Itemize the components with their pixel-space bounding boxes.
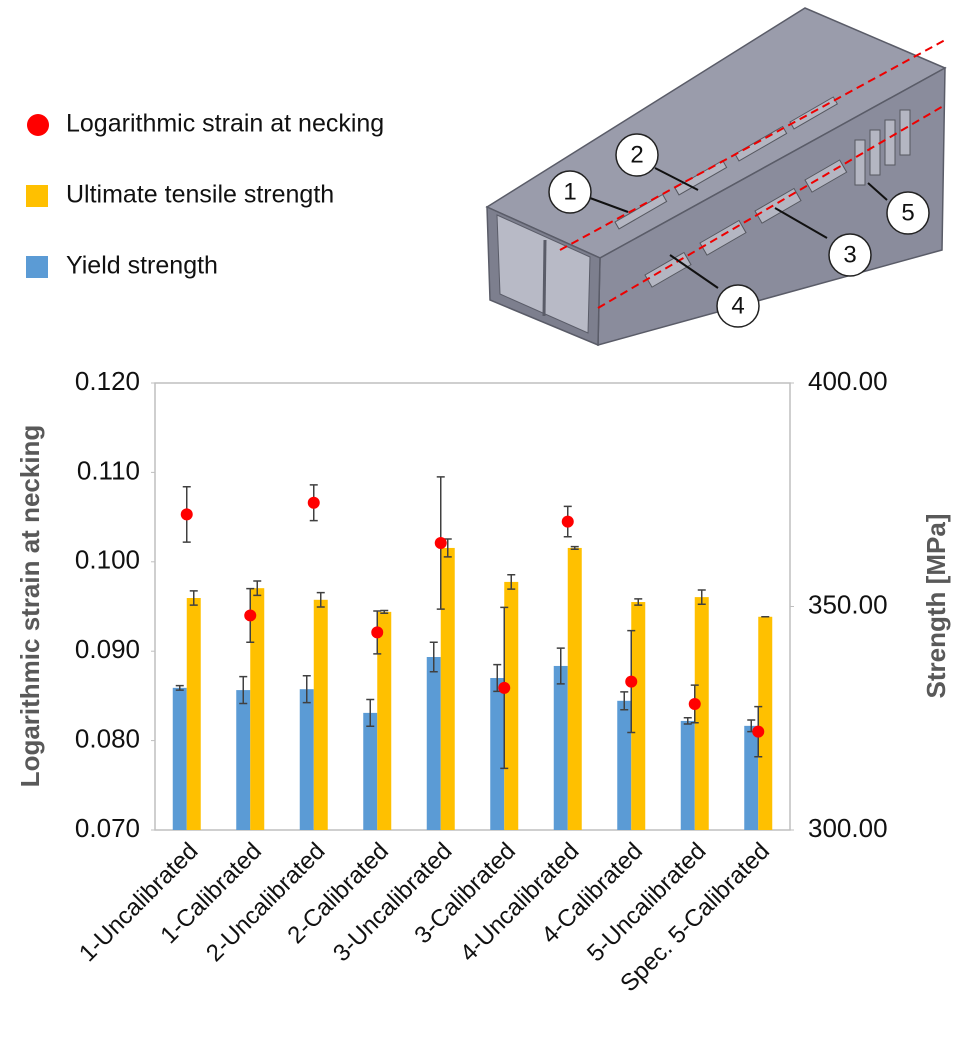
legend-swatch (27, 114, 49, 136)
bar (695, 597, 709, 830)
bar (441, 548, 455, 830)
legend-swatch (26, 185, 48, 207)
bar (363, 713, 377, 830)
bar (377, 612, 391, 830)
bar (631, 602, 645, 830)
bar (758, 617, 772, 830)
dot (689, 698, 701, 710)
bar (173, 688, 187, 830)
callout-label: 5 (901, 199, 914, 226)
bar (427, 657, 441, 830)
dot (371, 626, 383, 638)
legend-swatch (26, 256, 48, 278)
dot (181, 508, 193, 520)
y-tick-label: 0.100 (75, 545, 140, 575)
dot (752, 726, 764, 738)
dot (498, 682, 510, 694)
dot (244, 609, 256, 621)
y-tick-label: 0.120 (75, 366, 140, 396)
callout-label: 1 (563, 178, 576, 205)
callout-label: 3 (843, 241, 856, 268)
y2-tick-label: 400.00 (808, 366, 888, 396)
dot (625, 676, 637, 688)
dot (562, 516, 574, 528)
bar (314, 600, 328, 830)
bar (504, 582, 518, 830)
dot (435, 537, 447, 549)
legend-label: Ultimate tensile strength (66, 181, 334, 209)
y-axis-title: Logarithmic strain at necking (15, 425, 45, 788)
y2-tick-label: 350.00 (808, 589, 888, 619)
callout-label: 2 (630, 141, 643, 168)
callout-label: 4 (731, 292, 744, 319)
y2-axis-title: Strength [MPa] (921, 514, 951, 699)
bar (568, 548, 582, 830)
bar (490, 678, 504, 830)
bar (236, 690, 250, 830)
legend-label: Logarithmic strain at necking (66, 110, 384, 138)
bar (617, 701, 631, 830)
y-tick-label: 0.080 (75, 723, 140, 753)
y-tick-label: 0.110 (77, 455, 140, 485)
bar (681, 721, 695, 830)
bar (187, 598, 201, 830)
figure: 1 2 3 4 5 Logarithmic strain at necking … (0, 0, 957, 1045)
bar (744, 726, 758, 830)
bar (300, 689, 314, 830)
bar (250, 588, 264, 830)
illustration: 1 2 3 4 5 (487, 8, 945, 345)
legend-label: Yield strength (66, 252, 218, 280)
y2-tick-label: 300.00 (808, 813, 888, 843)
y-tick-label: 0.070 (75, 813, 140, 843)
bar (554, 666, 568, 830)
tube-web (544, 240, 545, 316)
dot (308, 497, 320, 509)
y-tick-label: 0.090 (75, 634, 140, 664)
